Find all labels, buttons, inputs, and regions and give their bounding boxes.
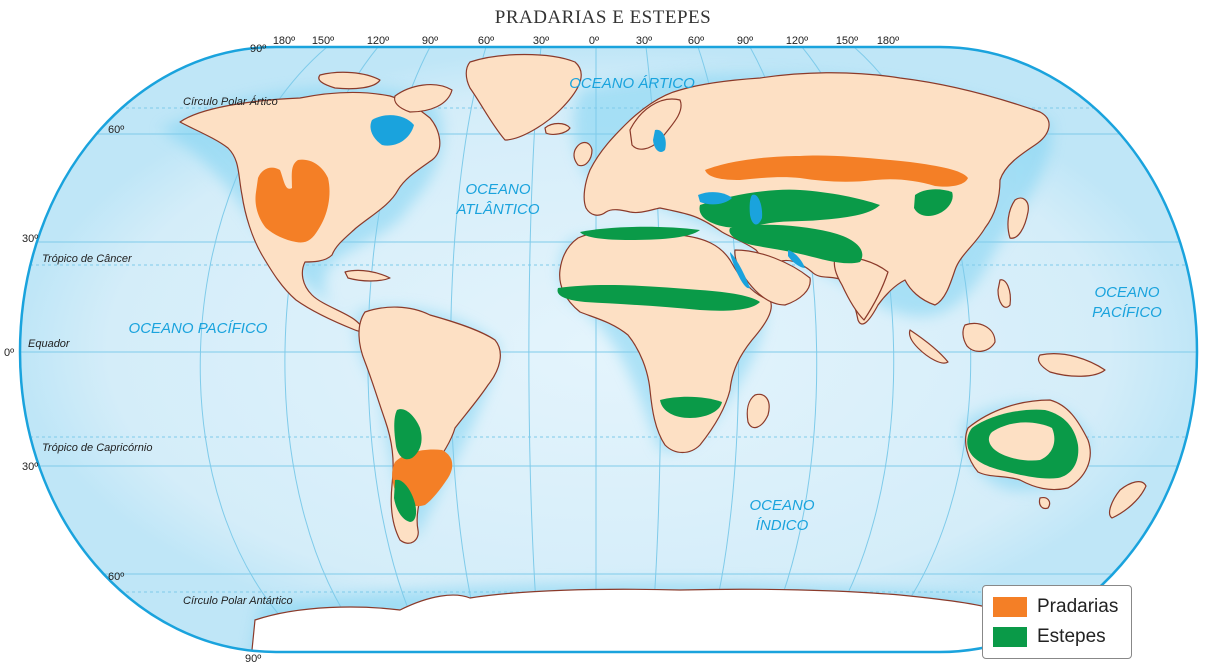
south-pole-label: 90º xyxy=(245,653,261,665)
estepe-south-america-south xyxy=(394,479,417,522)
persian-gulf xyxy=(788,250,805,268)
line-names: Círculo Polar Ártico Trópico de Câncer E… xyxy=(28,95,293,607)
pradaria-eurasia xyxy=(705,155,968,187)
inland-waters xyxy=(370,115,805,289)
top-longitude-labels: 180º 150º 120º 90º 60º 30º 0º 30º 60º 90… xyxy=(273,35,899,47)
baffin-island xyxy=(393,84,453,113)
lat-30s-label: 30º xyxy=(22,461,38,473)
caspian-sea xyxy=(749,194,763,225)
longitude-label: 30º xyxy=(533,35,549,47)
estepe-north-africa xyxy=(580,226,700,240)
lat-60s-label: 60º xyxy=(108,571,124,583)
philippines xyxy=(997,279,1011,308)
antarctica xyxy=(249,588,1001,652)
atlantic-ocean-label-line2: ATLÂNTICO xyxy=(455,201,539,218)
legend-label: Pradarias xyxy=(1037,596,1119,617)
tropic-cancer-label: Trópico de Câncer xyxy=(42,253,133,265)
japan xyxy=(1007,197,1029,239)
arctic-islands xyxy=(318,71,381,90)
estepe-mongolia xyxy=(914,189,953,216)
longitude-label: 120º xyxy=(367,35,389,47)
equator-degree-label: 0º xyxy=(4,347,14,359)
legend-swatch-pradarias xyxy=(993,597,1027,617)
arctic-ocean-label: OCEANO ÁRTICO xyxy=(569,75,695,92)
lat-60n-label: 60º xyxy=(108,124,124,136)
estepe-central-asia xyxy=(699,189,880,228)
greenland xyxy=(465,53,582,141)
british-isles xyxy=(573,141,593,167)
pacific-ocean-west-label: OCEANO PACÍFICO xyxy=(129,320,268,337)
new-zealand xyxy=(1108,481,1147,519)
sumatra xyxy=(908,329,949,364)
indian-ocean-label-line1: OCEANO xyxy=(749,497,814,514)
pradaria-north-america xyxy=(255,159,330,243)
pradarias-regions xyxy=(255,155,968,507)
longitude-label: 150º xyxy=(312,35,334,47)
borneo xyxy=(962,322,996,352)
globe-outline xyxy=(18,45,1199,654)
estepe-kalahari xyxy=(660,396,722,418)
estepe-south-america-west xyxy=(394,409,422,460)
longitude-label: 60º xyxy=(688,35,704,47)
arctic-circle-label: Círculo Polar Ártico xyxy=(183,95,278,108)
longitude-label: 150º xyxy=(836,35,858,47)
atlantic-ocean-label-line1: OCEANO xyxy=(465,181,530,198)
india xyxy=(833,256,889,321)
ocean-labels: OCEANO ÁRTICO OCEANO ATLÂNTICO OCEANO PA… xyxy=(129,75,1163,534)
antarctic-circle-label: Círculo Polar Antártico xyxy=(183,595,293,607)
pacific-ocean-east-label-line2: PACÍFICO xyxy=(1092,304,1162,321)
lat-30n-label: 30º xyxy=(22,233,38,245)
longitude-label: 120º xyxy=(786,35,808,47)
legend-swatch-estepes xyxy=(993,627,1027,647)
longitude-label: 180º xyxy=(273,35,295,47)
longitude-label: 60º xyxy=(478,35,494,47)
scandinavia xyxy=(629,98,682,150)
baltic-sea xyxy=(653,129,666,152)
longitude-label: 180º xyxy=(877,35,899,47)
longitude-label: 30º xyxy=(636,35,652,47)
longitude-label: 90º xyxy=(737,35,753,47)
estepe-middle-east xyxy=(729,224,863,264)
tasmania xyxy=(1038,497,1051,510)
iceland xyxy=(544,122,571,135)
new-guinea xyxy=(1037,353,1106,377)
legend-item-estepes: Estepes xyxy=(993,624,1106,650)
madagascar xyxy=(746,393,770,429)
longitude-label: 0º xyxy=(589,35,599,47)
legend: Pradarias Estepes xyxy=(982,585,1132,659)
north-pole-label: 90º xyxy=(250,43,266,55)
hudson-bay xyxy=(370,115,414,146)
australia-desert xyxy=(988,422,1055,461)
longitude-label: 90º xyxy=(422,35,438,47)
red-sea xyxy=(730,252,750,289)
pacific-ocean-east-label-line1: OCEANO xyxy=(1094,284,1159,301)
legend-label: Estepes xyxy=(1037,626,1106,647)
equator-label: Equador xyxy=(28,338,71,350)
latitude-labels: 90º 60º 30º 0º 30º 60º 90º xyxy=(4,43,266,665)
indian-ocean-label-line2: ÍNDICO xyxy=(756,517,809,534)
map-title: PRADARIAS E ESTEPES xyxy=(495,7,711,28)
cuba xyxy=(344,269,391,282)
legend-item-pradarias: Pradarias xyxy=(993,594,1118,620)
estepe-sahel xyxy=(557,284,760,311)
tropic-capricorn-label: Trópico de Capricórnio xyxy=(42,442,152,454)
black-sea xyxy=(698,192,732,205)
